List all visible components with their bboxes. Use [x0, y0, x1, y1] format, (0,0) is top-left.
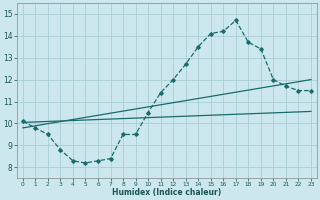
X-axis label: Humidex (Indice chaleur): Humidex (Indice chaleur) [112, 188, 221, 197]
